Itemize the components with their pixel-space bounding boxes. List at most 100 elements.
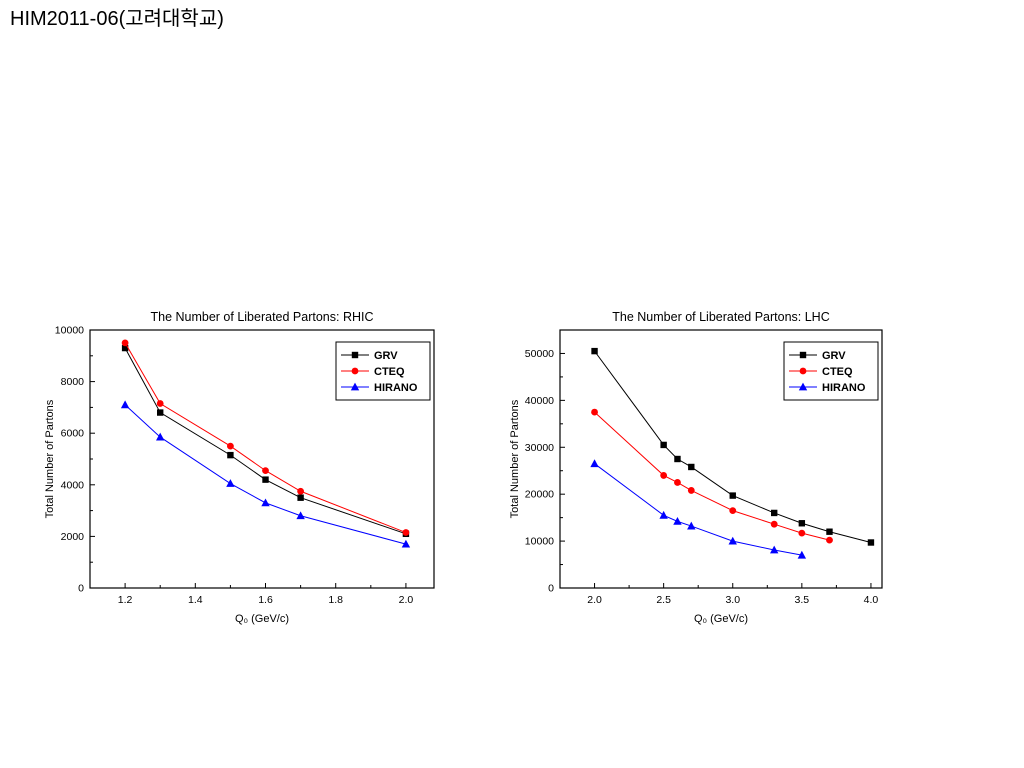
y-tick-label: 2000 <box>61 531 85 543</box>
y-tick-label: 10000 <box>525 536 554 548</box>
square-marker <box>867 539 875 546</box>
square-marker <box>729 492 736 499</box>
x-tick-label: 3.5 <box>795 594 810 606</box>
triangle-marker <box>673 516 682 525</box>
y-axis: 0 10000 20000 30000 40000 50000 <box>525 348 565 595</box>
y-tick-label: 30000 <box>525 442 554 454</box>
triangle-marker <box>797 550 807 559</box>
circle-marker <box>660 472 668 479</box>
square-marker <box>771 509 778 517</box>
x-tick-label: 2.5 <box>656 594 671 606</box>
series-line <box>124 342 407 533</box>
series-CTEQ <box>591 408 833 544</box>
circle-marker <box>729 507 737 514</box>
triangle-marker <box>770 545 779 554</box>
x-tick-label: 1.6 <box>258 594 273 606</box>
circle-marker <box>799 367 807 375</box>
circle-marker <box>297 487 305 495</box>
triangle-marker <box>261 498 270 507</box>
circle-marker <box>402 529 410 536</box>
circle-marker <box>798 529 806 537</box>
chart-rhic: The Number of Liberated Partons: RHIC 1.2… <box>40 303 452 635</box>
y-tick-label: 8000 <box>61 376 85 388</box>
x-axis-label: Q₀ (GeV/c) <box>694 613 748 625</box>
triangle-marker <box>687 521 696 530</box>
triangle-marker <box>659 510 668 519</box>
legend-label: HIRANO <box>374 382 418 394</box>
x-tick-label: 2.0 <box>399 594 414 606</box>
circle-marker <box>351 367 359 375</box>
triangle-marker <box>350 382 360 391</box>
circle-marker <box>674 479 681 486</box>
legend-label: HIRANO <box>822 382 866 394</box>
legend: GRV CTEQ HIRANO <box>335 341 431 401</box>
y-tick-label: 0 <box>548 583 554 595</box>
slide-title: HIM2011-06(고려대학교) <box>10 8 224 30</box>
x-tick-label: 1.8 <box>328 594 343 606</box>
circle-marker <box>156 400 164 407</box>
series-HIRANO <box>590 459 807 559</box>
square-marker <box>799 351 807 359</box>
square-marker <box>826 528 833 535</box>
triangle-marker <box>296 511 305 520</box>
y-tick-label: 0 <box>78 583 84 595</box>
square-marker <box>121 344 129 352</box>
series-GRV <box>591 347 875 546</box>
square-marker <box>674 455 681 463</box>
x-tick-label: 4.0 <box>864 594 879 606</box>
square-marker <box>798 520 806 527</box>
legend-label: GRV <box>374 350 398 362</box>
series-line <box>124 347 407 535</box>
circle-marker <box>826 536 833 544</box>
square-marker <box>688 463 695 471</box>
y-axis-label: Total Number of Partons <box>44 399 56 518</box>
triangle-marker <box>120 400 130 409</box>
y-axis-label: Total Number of Partons <box>509 399 521 518</box>
x-axis: 2.0 2.5 3.0 3.5 4.0 <box>587 583 878 606</box>
chart-title: The Number of Liberated Partons: LHC <box>612 310 829 324</box>
circle-marker <box>770 520 778 528</box>
legend: GRV CTEQ HIRANO <box>783 341 879 401</box>
circle-marker <box>227 442 234 450</box>
circle-marker <box>591 408 598 416</box>
square-marker <box>262 476 269 483</box>
square-marker <box>157 409 164 416</box>
square-marker <box>297 494 304 501</box>
x-tick-label: 1.4 <box>188 594 203 606</box>
circle-marker <box>687 487 695 494</box>
square-marker <box>351 351 359 359</box>
square-marker <box>227 451 234 459</box>
chart-svg: The Number of Liberated Partons: RHIC 1.2… <box>44 310 435 625</box>
y-tick-label: 50000 <box>525 348 554 360</box>
y-tick-label: 6000 <box>61 428 85 440</box>
triangle-marker <box>156 432 165 441</box>
legend-label: CTEQ <box>822 366 853 378</box>
circle-marker <box>262 467 269 475</box>
triangle-marker <box>590 459 599 468</box>
y-tick-label: 10000 <box>55 325 84 337</box>
series-CTEQ <box>121 339 410 536</box>
square-marker <box>591 347 598 355</box>
square-marker <box>660 441 667 449</box>
y-tick-label: 40000 <box>525 395 554 407</box>
triangle-marker <box>226 479 235 487</box>
chart-lhc: The Number of Liberated Partons: LHC 2.0 2… <box>505 303 901 635</box>
y-tick-label: 4000 <box>61 479 85 491</box>
triangle-marker <box>401 539 411 548</box>
triangle-marker <box>728 536 737 545</box>
x-tick-label: 3.0 <box>725 594 740 606</box>
circle-marker <box>121 339 129 347</box>
legend-label: GRV <box>822 350 846 362</box>
series-line <box>124 404 407 545</box>
y-axis: 0 2000 4000 6000 8000 10000 <box>55 325 95 595</box>
y-tick-label: 20000 <box>525 489 554 501</box>
chart-title: The Number of Liberated Partons: RHIC <box>150 310 373 324</box>
series-HIRANO <box>120 400 411 548</box>
x-tick-label: 2.0 <box>587 594 602 606</box>
x-axis-label: Q₀ (GeV/c) <box>235 613 289 625</box>
triangle-marker <box>798 382 808 391</box>
x-axis: 1.2 1.4 1.6 1.8 2.0 <box>118 583 414 606</box>
x-tick-label: 1.2 <box>118 594 133 606</box>
legend-label: CTEQ <box>374 366 405 378</box>
